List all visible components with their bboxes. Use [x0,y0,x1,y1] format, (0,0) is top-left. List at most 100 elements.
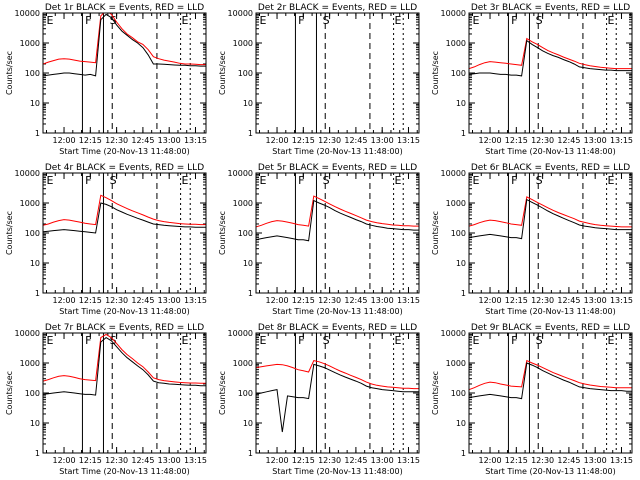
panel-title: Det 1r BLACK = Events, RED = LLD [45,3,204,13]
flag-label: E [607,334,614,347]
panel-title: Det 8r BLACK = Events, RED = LLD [258,323,417,333]
x-tick-label: 12:15 [505,456,528,465]
flag-label: E [47,334,54,347]
x-axis-label: Start Time (20-Nov-13 11:48:00) [485,147,615,156]
y-tick-label: 1000 [233,39,253,48]
x-tick-label: 13:00 [584,136,607,145]
panel-title: Det 6r BLACK = Events, RED = LLD [471,163,630,173]
x-tick-label: 12:30 [318,456,341,465]
y-tick-label: 100 [238,69,253,78]
x-tick-label: 12:45 [557,296,580,305]
y-tick-label: 10000 [15,9,40,18]
flag-label: E [47,174,54,187]
flag-label: S [323,14,330,27]
x-tick-label: 12:00 [479,456,502,465]
detector-panel-6: Det 6r BLACK = Events, RED = LLD Counts/s… [431,163,633,316]
y-tick-label: 10 [30,259,40,268]
flag-label: E [607,14,614,27]
y-tick-label: 100 [25,69,40,78]
y-tick-label: 100 [25,389,40,398]
lld-series-line [43,13,206,66]
x-axis-label: Start Time (20-Nov-13 11:48:00) [272,307,402,316]
y-axis-label: Counts/sec [218,211,227,255]
x-tick-label: 12:30 [531,136,554,145]
panel-title: Det 3r BLACK = Events, RED = LLD [471,3,630,13]
y-tick-label: 1 [461,449,466,458]
y-tick-label: 10000 [228,169,253,178]
x-tick-label: 12:00 [53,136,76,145]
x-tick-label: 12:15 [292,136,315,145]
flag-label: E [394,14,401,27]
flag-label: E [181,334,188,347]
y-tick-label: 10000 [441,169,466,178]
panel-title: Det 7r BLACK = Events, RED = LLD [45,323,204,333]
x-axis-label: Start Time (20-Nov-13 11:48:00) [272,147,402,156]
panel-title: Det 5r BLACK = Events, RED = LLD [258,163,417,173]
flag-label: E [394,334,401,347]
x-tick-label: 13:00 [371,456,394,465]
y-tick-label: 10 [456,419,466,428]
y-tick-label: 1000 [20,359,40,368]
flag-label: F [298,14,304,27]
y-tick-label: 1 [248,129,253,138]
y-tick-label: 100 [25,229,40,238]
y-tick-label: 1000 [446,359,466,368]
y-tick-label: 1 [35,289,40,298]
panel-title: Det 9r BLACK = Events, RED = LLD [471,323,630,333]
y-tick-label: 1000 [233,359,253,368]
x-tick-label: 12:15 [292,456,315,465]
x-tick-label: 12:45 [557,136,580,145]
y-axis-label: Counts/sec [5,211,14,255]
x-tick-label: 13:00 [158,136,181,145]
x-tick-label: 13:00 [371,136,394,145]
x-tick-label: 12:30 [105,296,128,305]
y-tick-label: 10 [30,419,40,428]
plot-frame [255,172,420,294]
x-tick-label: 12:00 [53,296,76,305]
events-series-line [469,198,632,240]
lld-series-line [43,194,206,226]
y-tick-label: 100 [451,389,466,398]
events-series-line [256,199,419,242]
flag-label: F [511,14,517,27]
x-tick-label: 12:45 [131,136,154,145]
detector-panel-8: Det 8r BLACK = Events, RED = LLD Counts/s… [218,323,420,476]
y-tick-label: 1000 [446,39,466,48]
flag-label: S [536,174,543,187]
x-tick-label: 12:15 [79,136,102,145]
x-tick-label: 12:15 [79,296,102,305]
x-tick-label: 12:00 [266,456,289,465]
flag-label: E [260,334,267,347]
x-axis-label: Start Time (20-Nov-13 11:48:00) [59,467,189,476]
plot-frame [255,12,420,134]
x-tick-label: 13:15 [397,136,420,145]
flag-label: F [511,334,517,347]
flag-label: E [473,14,480,27]
x-tick-label: 13:15 [184,456,207,465]
x-tick-label: 12:30 [105,136,128,145]
y-tick-label: 10000 [228,9,253,18]
flag-label: F [85,334,91,347]
y-tick-label: 1000 [233,199,253,208]
lld-series-line [469,37,632,70]
x-tick-label: 13:00 [371,296,394,305]
y-axis-label: Counts/sec [431,51,440,95]
flag-label: S [536,14,543,27]
x-axis-label: Start Time (20-Nov-13 11:48:00) [59,147,189,156]
flag-label: S [536,334,543,347]
flag-label: S [323,174,330,187]
y-tick-label: 1000 [20,199,40,208]
flag-label: E [473,174,480,187]
y-tick-label: 1000 [446,199,466,208]
x-tick-label: 12:45 [131,456,154,465]
y-tick-label: 10 [243,259,253,268]
x-tick-label: 12:30 [105,456,128,465]
y-axis-label: Counts/sec [218,51,227,95]
y-tick-label: 100 [238,229,253,238]
flag-label: F [298,334,304,347]
lld-series-line [256,195,419,228]
flag-label: E [260,14,267,27]
x-tick-label: 13:00 [158,456,181,465]
flag-label: E [47,14,54,27]
